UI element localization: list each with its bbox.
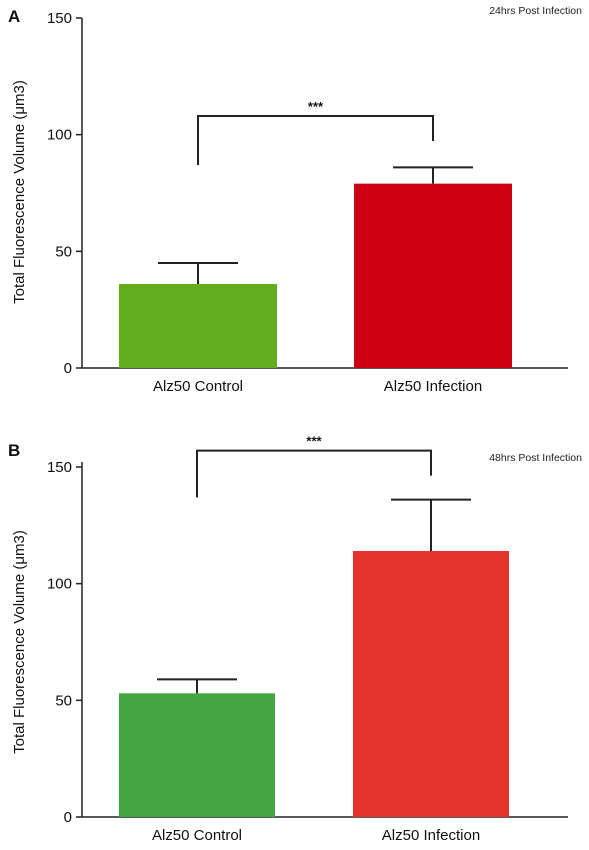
time-annotation: 24hrs Post Infection	[489, 5, 582, 17]
y-tick-label: 50	[55, 243, 72, 260]
panel-letter: B	[8, 441, 20, 460]
significance-bracket	[197, 115, 434, 165]
bar	[119, 284, 277, 368]
y-axis-title: Total Fluorescence Volume (μm3)	[11, 80, 28, 304]
y-tick-label: 50	[55, 692, 72, 709]
panel-letter: A	[8, 7, 20, 26]
significance-label: ***	[308, 99, 324, 114]
category-label: Alz50 Control	[152, 827, 242, 844]
y-tick-label: 150	[47, 10, 72, 27]
category-label: Alz50 Control	[153, 378, 243, 395]
panel-b: B 48hrs Post Infection Total Fluorescenc…	[8, 434, 582, 844]
bar	[354, 183, 512, 368]
category-label: Alz50 Infection	[382, 827, 480, 844]
bar	[353, 551, 509, 817]
y-tick-label: 150	[47, 459, 72, 476]
y-tick-label: 100	[47, 576, 72, 593]
panel-a: A 24hrs Post Infection Total Fluorescenc…	[8, 5, 582, 395]
y-axis-title: Total Fluorescence Volume (μm3)	[11, 530, 28, 754]
significance-label: ***	[306, 434, 322, 449]
category-label: Alz50 Infection	[384, 378, 482, 395]
y-tick-label: 0	[64, 360, 72, 377]
time-annotation: 48hrs Post Infection	[489, 452, 582, 464]
bar	[119, 693, 275, 817]
y-tick-label: 100	[47, 127, 72, 144]
significance-bracket	[196, 449, 432, 498]
y-tick-label: 0	[64, 809, 72, 826]
